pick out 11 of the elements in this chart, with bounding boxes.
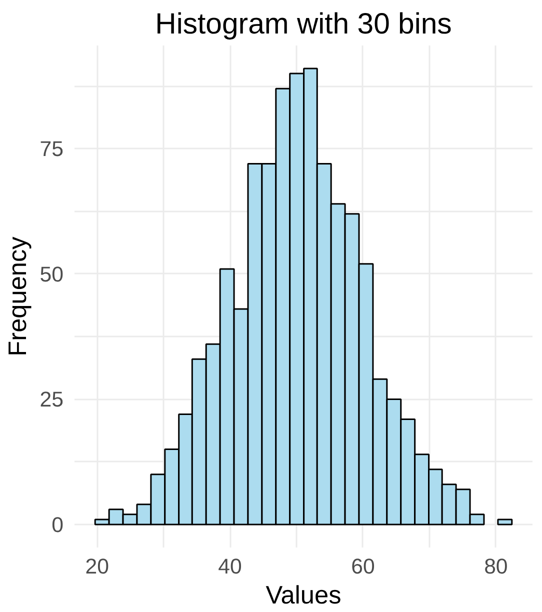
x-tick-label: 40	[218, 554, 242, 578]
chart-title: Histogram with 30 bins	[155, 8, 452, 40]
x-tick-label: 20	[85, 554, 110, 578]
y-tick-label: 50	[40, 262, 64, 286]
y-tick-label: 25	[40, 388, 64, 412]
x-tick-label: 80	[484, 554, 508, 578]
x-tick-label: 60	[351, 554, 375, 578]
y-tick-label: 0	[52, 512, 64, 537]
y-tick-label: 75	[40, 137, 64, 162]
x-axis-title: Values	[266, 582, 342, 610]
y-axis-title: Frequency	[4, 236, 32, 356]
